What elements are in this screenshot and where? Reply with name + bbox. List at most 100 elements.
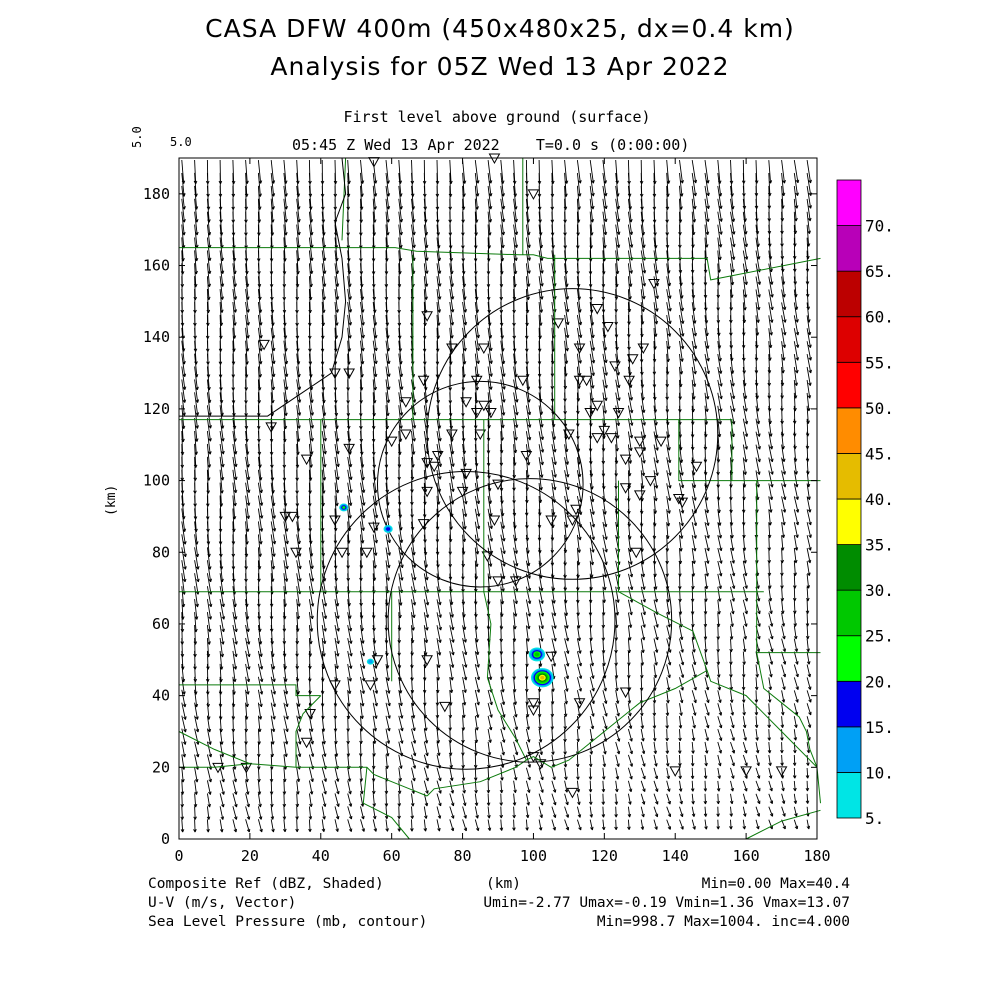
- county-boundary-line: [178, 731, 297, 768]
- valid-time-label: 05:45 Z Wed 13 Apr 2022 T=0.0 s (0:00:00…: [292, 136, 690, 154]
- station-marker: [644, 476, 657, 487]
- county-boundary-line: [618, 591, 708, 671]
- reflectivity-cell: [386, 527, 391, 531]
- station-marker: [428, 461, 441, 473]
- y-tick-label: 160: [143, 257, 170, 275]
- reflectivity-cell: [368, 659, 373, 664]
- reflectivity-cell: [342, 506, 346, 509]
- reflectivity-cells: [339, 503, 554, 688]
- colorbar-swatch: [836, 635, 862, 682]
- plot-title-line2: Analysis for 05Z Wed 13 Apr 2022: [270, 52, 730, 81]
- radar-range-ring: [426, 288, 719, 580]
- colorbar-swatch: [836, 589, 862, 637]
- colorbar-label: 70.: [865, 217, 894, 236]
- station-marker: [456, 486, 469, 498]
- x-tick-label: 120: [591, 847, 618, 865]
- station-marker: [527, 752, 540, 763]
- station-marker: [300, 454, 313, 466]
- radar-range-ring: [376, 380, 584, 588]
- colorbar-label: 55.: [865, 353, 894, 372]
- colorbar-swatch: [836, 407, 862, 454]
- x-tick-label: 100: [520, 847, 547, 865]
- station-marker: [609, 361, 621, 372]
- colorbar-label: 60.: [865, 308, 894, 327]
- colorbar-swatch: [836, 225, 862, 272]
- vector-scale-key-value: 5.0: [170, 135, 192, 149]
- county-boundary-line: [296, 766, 428, 797]
- station-marker: [545, 651, 558, 663]
- station-marker: [626, 354, 639, 365]
- county-boundaries: [178, 157, 821, 840]
- station-marker: [591, 400, 604, 412]
- station-marker: [364, 680, 377, 691]
- station-marker: [286, 511, 299, 523]
- station-marker: [399, 429, 412, 441]
- footer-stats-1: Min=0.00 Max=40.4: [701, 876, 850, 892]
- reflectivity-cell: [534, 652, 540, 657]
- radar-range-ring: [387, 478, 673, 763]
- station-marker: [637, 343, 650, 354]
- y-tick-label: 100: [143, 472, 170, 490]
- county-boundary-line: [483, 591, 527, 761]
- station-marker: [361, 547, 373, 559]
- pressure-contour: [179, 157, 347, 417]
- y-tick-label: 140: [143, 328, 170, 346]
- station-marker: [598, 425, 611, 437]
- station-marker: [591, 304, 604, 315]
- station-marker: [527, 698, 540, 709]
- station-marker: [669, 766, 682, 777]
- level-label: First level above ground (surface): [0, 108, 1000, 126]
- station-marker: [623, 375, 635, 387]
- pressure-contours: [179, 157, 347, 417]
- county-boundary-line: [745, 809, 821, 840]
- colorbar-label: 40.: [865, 490, 894, 509]
- station-marker: [300, 737, 313, 749]
- colorbar-swatch: [836, 772, 862, 819]
- colorbar-swatch: [836, 179, 862, 226]
- colorbar-label: 25.: [865, 627, 894, 646]
- station-marker: [570, 504, 582, 516]
- colorbar-label: 10.: [865, 763, 894, 782]
- station-marker: [545, 515, 558, 527]
- y-tick-label: 80: [152, 543, 170, 561]
- station-marker: [516, 375, 529, 387]
- station-marker: [399, 397, 412, 408]
- x-tick-label: 180: [803, 847, 830, 865]
- colorbar-label: 65.: [865, 262, 894, 281]
- county-boundary-line: [179, 684, 321, 697]
- x-axis-unit-label: (km): [486, 876, 521, 892]
- footer-field-1: Composite Ref (dBZ, Shaded): [148, 876, 384, 892]
- county-boundary-line: [426, 669, 821, 804]
- station-marker: [619, 687, 632, 699]
- y-axis-ticks: 0 20 40 60 80 100 120 140 160 180: [143, 185, 817, 848]
- station-marker: [566, 787, 579, 799]
- y-tick-label: 20: [152, 758, 170, 776]
- station-marker: [655, 436, 667, 448]
- wind-vectors: [180, 159, 813, 833]
- station-marker: [421, 486, 433, 498]
- colorbar: 5. 10. 15. 20. 25. 30. 35. 40. 45. 50. 55. 60. 65. 70…: [836, 179, 894, 828]
- station-marker: [446, 429, 458, 441]
- radar-range-ring: [316, 470, 616, 770]
- colorbar-swatch: [836, 680, 862, 728]
- station-marker: [290, 547, 302, 559]
- station-marker: [775, 766, 788, 777]
- station-marker: [438, 701, 451, 713]
- reflectivity-cell: [540, 675, 545, 680]
- county-boundary-line: [179, 419, 821, 482]
- x-axis-ticks: 0 20 40 60 80 100 120 140 160 180: [174, 158, 831, 865]
- station-marker: [417, 375, 430, 387]
- colorbar-label: 50.: [865, 399, 894, 418]
- footer-field-3: Sea Level Pressure (mb, contour): [148, 914, 428, 930]
- plot-frame: [178, 157, 818, 840]
- wind-vector-field: [180, 159, 813, 833]
- colorbar-swatch: [836, 316, 862, 363]
- county-boundary-line: [295, 695, 322, 768]
- colorbar-label: 45.: [865, 444, 894, 463]
- station-marker: [605, 433, 618, 444]
- x-tick-label: 20: [241, 847, 259, 865]
- colorbar-swatch: [836, 498, 862, 545]
- colorbar-label: 20.: [865, 672, 894, 691]
- level-text: First level above ground (surface): [343, 108, 651, 126]
